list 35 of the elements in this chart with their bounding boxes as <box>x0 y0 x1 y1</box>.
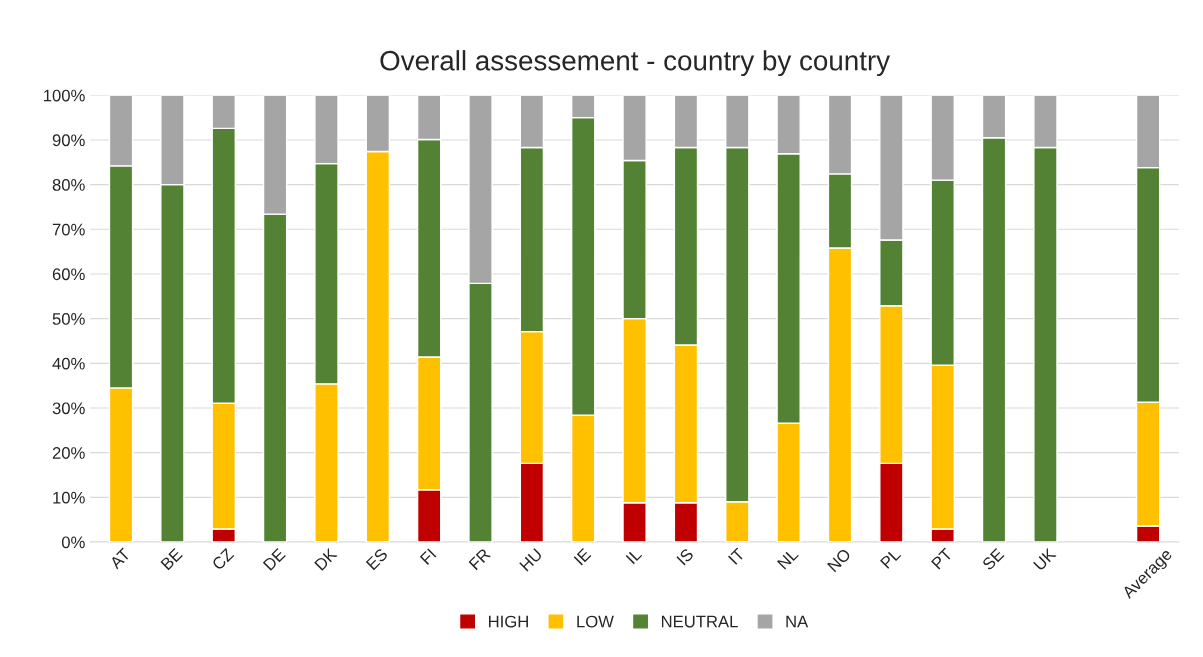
x-tick-label: PL <box>880 547 902 569</box>
x-tick-label: NO <box>826 547 852 573</box>
y-tick-label: 100% <box>44 89 85 102</box>
x-tick-label: FI <box>419 548 437 565</box>
y-tick-label: 0% <box>61 536 85 549</box>
y-tick-label: 50% <box>52 313 85 325</box>
y-tick-label: 40% <box>52 357 85 370</box>
x-tick-label: CZ <box>211 547 235 571</box>
y-tick-label: 90% <box>52 134 85 147</box>
x-tick-label: IL <box>625 547 643 565</box>
x-tick-label: SE <box>981 547 1005 571</box>
legend-label: LOW <box>577 615 614 628</box>
y-tick-label: 80% <box>52 179 85 191</box>
x-tick-label: HU <box>519 548 543 572</box>
x-tick-label: IS <box>676 547 695 566</box>
x-tick-label: DK <box>314 547 338 571</box>
x-tick-label: FR <box>468 547 491 571</box>
y-tick-label: 60% <box>52 268 85 281</box>
legend-label: HIGH <box>489 615 528 628</box>
x-tick-label: DE <box>262 547 286 571</box>
x-tick-label: AT <box>108 547 131 570</box>
y-tick-label: 10% <box>53 491 85 504</box>
y-tick-label: 20% <box>52 447 85 459</box>
legend-label: NEUTRAL <box>661 615 738 628</box>
x-tick-label: IE <box>573 547 592 566</box>
x-tick-label: IT <box>728 547 746 565</box>
x-tick-label: BE <box>160 547 183 571</box>
y-tick-label: 70% <box>52 223 85 236</box>
x-tick-label: PT <box>931 547 954 570</box>
x-tick-label: NL <box>777 547 799 570</box>
x-tick-label: UK <box>1033 547 1057 572</box>
legend-label: NA <box>786 615 809 628</box>
y-tick-label: 30% <box>52 402 85 415</box>
chart-title: Overall assessement - country by country <box>380 50 891 77</box>
x-tick-label: ES <box>365 547 389 571</box>
